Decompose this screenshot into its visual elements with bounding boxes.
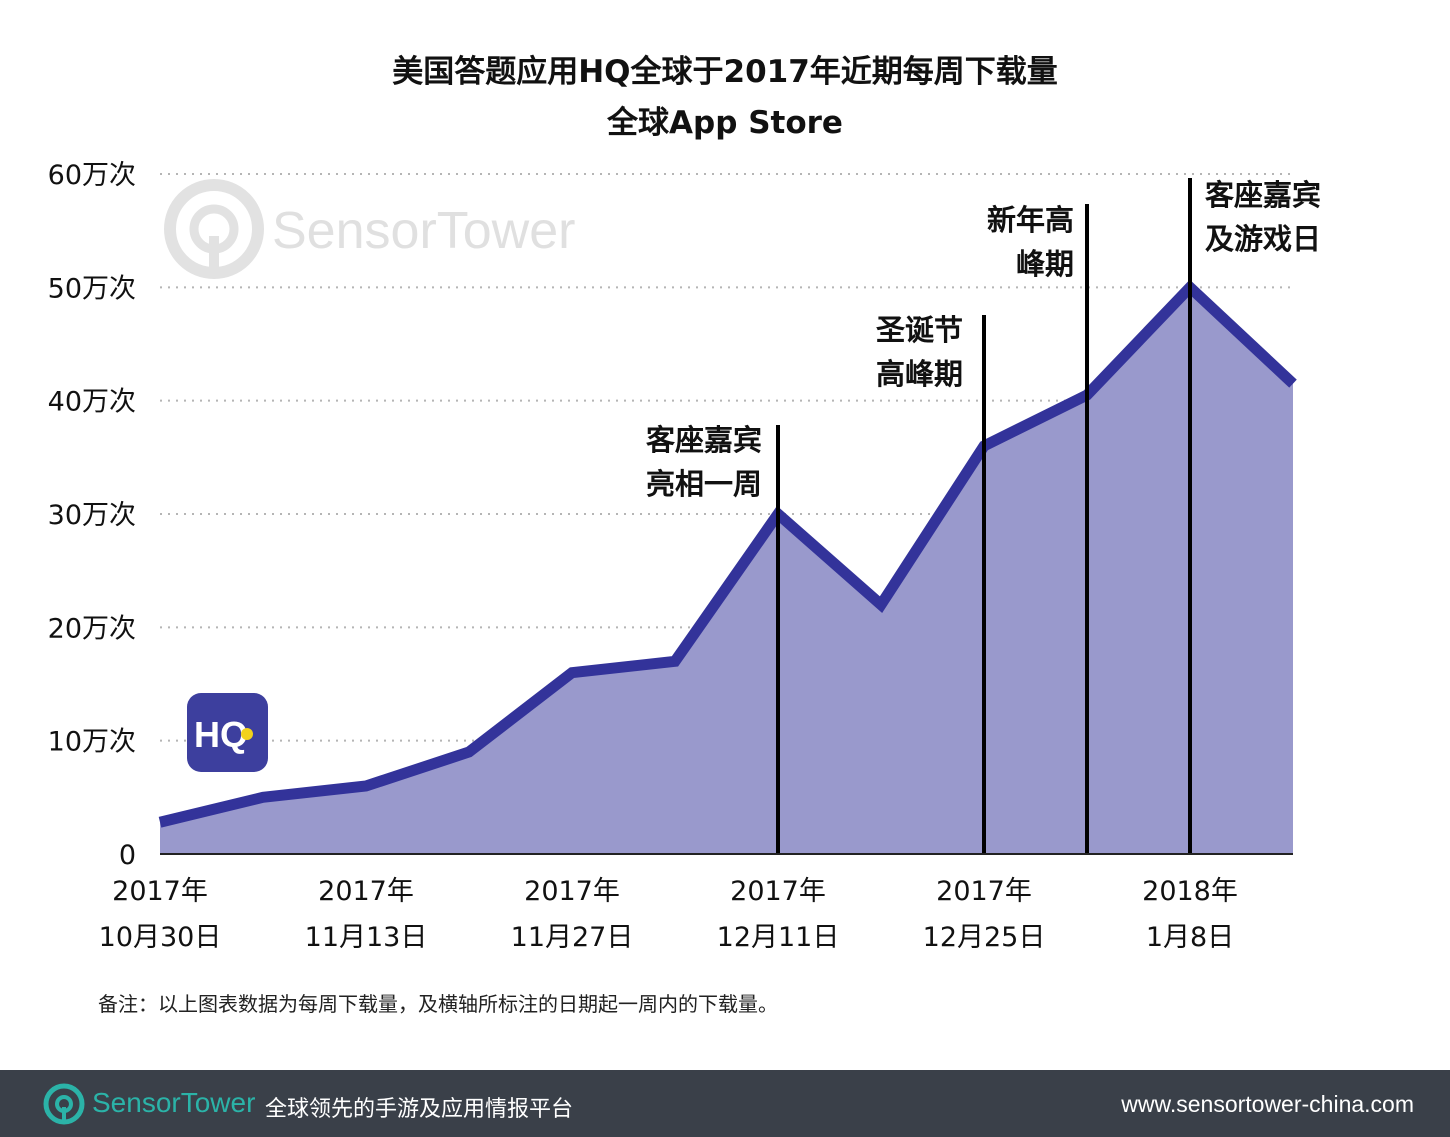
hq-app-icon: HQ: [187, 693, 268, 772]
y-tick-label: 0: [119, 840, 136, 871]
footer-url[interactable]: www.sensortower-china.com: [1121, 1091, 1414, 1117]
hq-app-icon-dot: [241, 728, 253, 740]
sensortower-logo-icon: [43, 1083, 85, 1125]
annotation-label: 及游戏日: [1205, 222, 1321, 256]
annotation-label: 客座嘉宾: [1205, 178, 1321, 212]
y-tick-label: 50万次: [48, 273, 136, 304]
footer-brand: SensorTower: [92, 1087, 256, 1118]
x-tick-year: 2018年: [1142, 876, 1238, 907]
y-tick-label: 30万次: [48, 500, 136, 531]
chart-subtitle: 全球App Store: [607, 105, 843, 141]
footer-tagline: 全球领先的手游及应用情报平台: [265, 1097, 574, 1122]
area-chart: SensorTower 客座嘉宾亮相一周圣诞节高峰期新年高峰期客座嘉宾及游戏日 …: [48, 160, 1321, 953]
x-tick-date: 12月11日: [717, 922, 840, 953]
x-tick-date: 11月13日: [305, 922, 428, 953]
annotation-label: 新年高: [987, 203, 1074, 237]
watermark: SensorTower: [164, 179, 575, 279]
y-tick-label: 10万次: [48, 727, 136, 758]
x-tick-date: 12月25日: [923, 922, 1046, 953]
x-tick-year: 2017年: [318, 876, 414, 907]
footnote: 备注：以上图表数据为每周下载量，及横轴所标注的日期起一周内的下载量。: [98, 992, 778, 1016]
x-tick-date: 1月8日: [1146, 922, 1234, 953]
series-line: [158, 279, 1297, 828]
x-tick-year: 2017年: [936, 876, 1032, 907]
annotation-label: 客座嘉宾: [646, 423, 762, 457]
watermark-logo-stem: [209, 236, 219, 276]
y-tick-label: 60万次: [48, 160, 136, 191]
x-tick-date: 10月30日: [99, 922, 222, 953]
annotation-label: 峰期: [1016, 247, 1074, 281]
x-tick-year: 2017年: [730, 876, 826, 907]
annotation-label: 亮相一周: [646, 467, 762, 501]
hq-app-icon-bg: [187, 693, 268, 772]
y-tick-label: 20万次: [48, 613, 136, 644]
watermark-text: SensorTower: [272, 202, 575, 260]
x-tick-date: 11月27日: [511, 922, 634, 953]
chart-title: 美国答题应用HQ全球于2017年近期每周下载量: [392, 54, 1058, 90]
y-tick-label: 40万次: [48, 387, 136, 418]
annotation-label: 圣诞节: [876, 313, 963, 347]
area-fill: [160, 287, 1293, 854]
x-tick-year: 2017年: [524, 876, 620, 907]
footer-bar: SensorTower 全球领先的手游及应用情报平台 www.sensortow…: [0, 1070, 1450, 1137]
hq-app-icon-label: HQ: [194, 714, 248, 755]
annotation-label: 高峰期: [876, 357, 963, 391]
x-tick-year: 2017年: [112, 876, 208, 907]
